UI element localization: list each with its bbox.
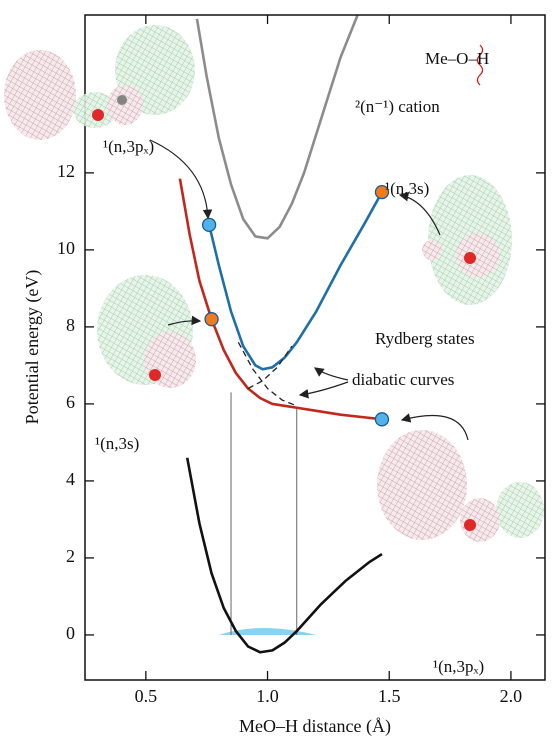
y-tick-label: 10 [57, 238, 75, 258]
orbital-lobe [456, 233, 500, 277]
orbital-lobe [377, 430, 467, 540]
atom [464, 519, 476, 531]
y-tick-label: 0 [66, 623, 75, 643]
annotation: ¹(n,3s) [95, 434, 139, 453]
marker [201, 217, 217, 233]
marker [204, 312, 219, 327]
arrow [149, 139, 213, 220]
orbital-lobe [496, 482, 544, 538]
arrow [398, 191, 441, 236]
annotation: ¹(n,3pₓ) [433, 657, 484, 676]
y-tick-label: 8 [66, 315, 75, 335]
atom [117, 95, 127, 105]
curve [207, 191, 384, 371]
orbital-lobe [422, 240, 442, 260]
y-axis-label: Potential energy (eV) [22, 270, 43, 425]
atom [92, 109, 104, 121]
arrow [400, 413, 469, 441]
marker [374, 184, 390, 200]
annotation: ¹(n,3s) [385, 179, 429, 198]
atom [149, 369, 161, 381]
y-tick-label: 4 [66, 469, 75, 489]
orbital-lobe [107, 85, 143, 125]
x-tick-label: 2.0 [500, 686, 523, 706]
atom [464, 252, 476, 264]
x-axis-label: MeO–H distance (Å) [239, 716, 391, 737]
bond-cut [476, 44, 484, 86]
annotation: Rydberg states [375, 329, 475, 348]
arrow [298, 381, 349, 399]
curve [237, 341, 297, 407]
annotation: diabatic curves [352, 370, 454, 389]
wavepacket [218, 627, 317, 635]
y-tick-label: 12 [57, 161, 75, 181]
orbital-lobe [460, 498, 500, 542]
y-tick-label: 6 [66, 392, 75, 412]
arrows [149, 44, 484, 441]
plot-area [178, 14, 390, 654]
plot-frame [84, 14, 546, 681]
x-tick-label: 1.5 [378, 686, 401, 706]
arrow [314, 367, 349, 381]
annotation: ¹(n,3pₓ) [103, 137, 154, 156]
curve [185, 457, 383, 654]
x-tick-label: 1.0 [256, 686, 279, 706]
orbital-lobe [4, 50, 76, 140]
y-tick-label: 2 [66, 546, 75, 566]
curve [195, 14, 359, 240]
annotation: ²(n⁻¹) cation [355, 97, 440, 116]
x-tick-label: 0.5 [135, 686, 158, 706]
orbitals [4, 25, 544, 542]
marker [374, 412, 390, 427]
curve [178, 178, 383, 421]
arrow [167, 315, 202, 326]
annotation: Me–O–H [425, 49, 489, 68]
